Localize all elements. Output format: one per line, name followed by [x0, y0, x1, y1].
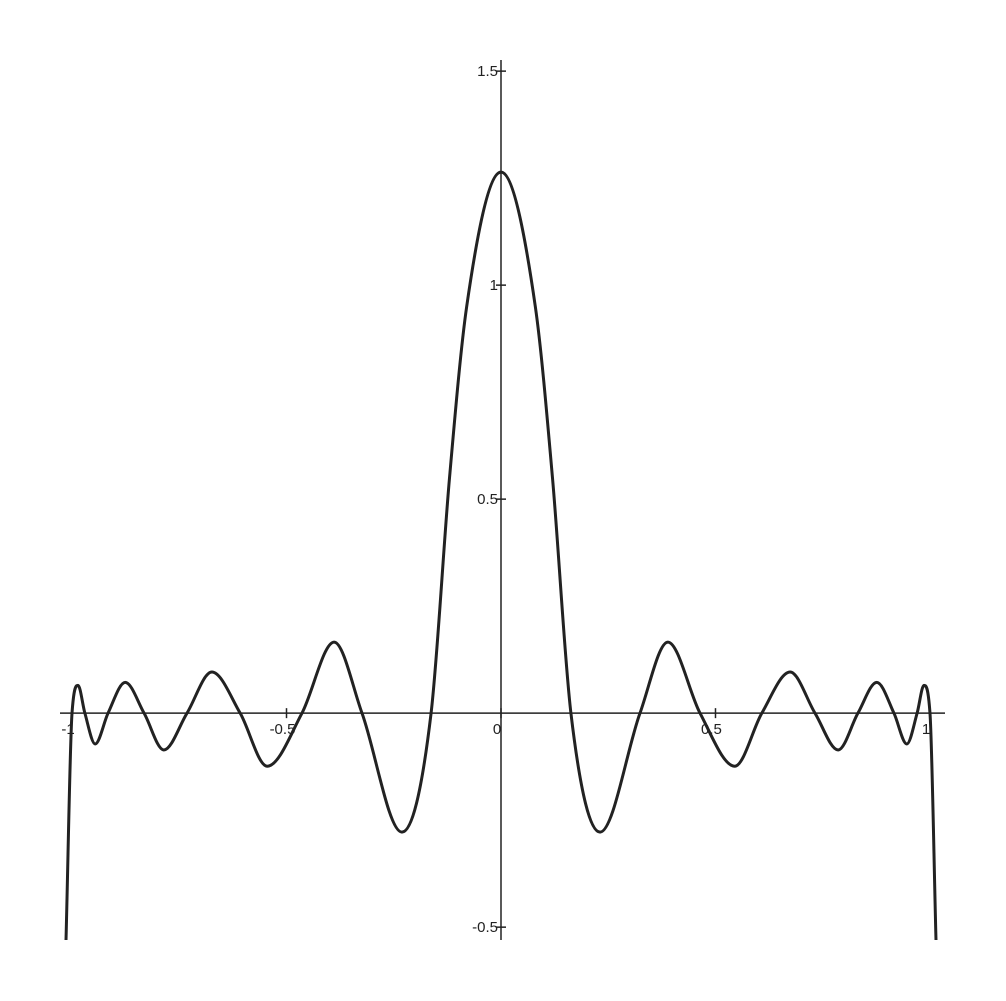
y-tick-label: 1: [490, 277, 498, 294]
x-tick-label: -0.5: [270, 721, 296, 738]
x-tick-label: 0: [493, 721, 501, 738]
curve: [64, 170, 938, 941]
y-tick-label: -0.5: [472, 919, 498, 936]
y-tick-label: 0.5: [477, 491, 498, 508]
x-tick-label: 1: [922, 721, 930, 738]
y-tick-label: 1.5: [477, 63, 498, 80]
